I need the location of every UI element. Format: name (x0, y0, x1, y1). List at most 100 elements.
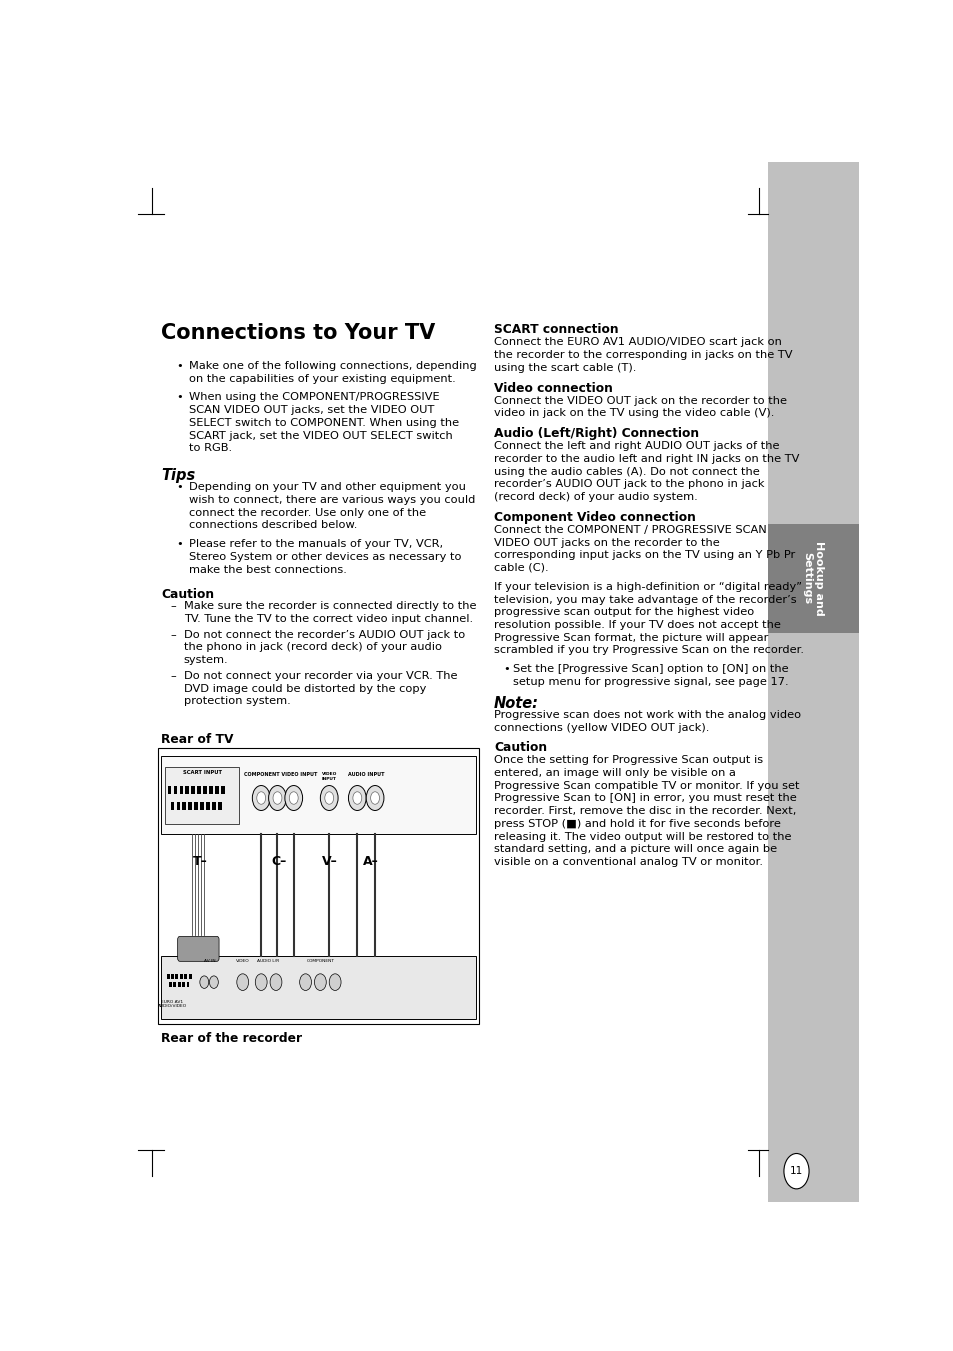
Text: Audio (Left/Right) Connection: Audio (Left/Right) Connection (494, 427, 699, 440)
Text: Connect the left and right AUDIO OUT jacks of the: Connect the left and right AUDIO OUT jac… (494, 442, 779, 451)
Bar (171, 802, 174, 811)
Text: scrambled if you try Progressive Scan on the recorder.: scrambled if you try Progressive Scan on… (494, 646, 803, 655)
Circle shape (256, 792, 265, 804)
Text: Stereo System or other devices as necessary to: Stereo System or other devices as necess… (190, 553, 461, 562)
Bar (194, 802, 198, 811)
Bar (214, 785, 218, 794)
Text: COMPONENT VIDEO INPUT: COMPONENT VIDEO INPUT (244, 771, 317, 777)
Bar (176, 802, 180, 811)
Bar (165, 767, 239, 824)
Text: Tips: Tips (161, 469, 195, 484)
Bar (197, 785, 201, 794)
Bar (189, 974, 192, 979)
Bar (203, 785, 207, 794)
Text: When using the COMPONENT/PROGRESSIVE: When using the COMPONENT/PROGRESSIVE (190, 392, 439, 403)
Circle shape (783, 1154, 808, 1189)
Text: Caution: Caution (161, 588, 214, 601)
Bar (187, 982, 190, 988)
Text: Please refer to the manuals of your TV, VCR,: Please refer to the manuals of your TV, … (190, 539, 443, 550)
Text: Note:: Note: (494, 696, 538, 711)
Text: entered, an image will only be visible on a: entered, an image will only be visible o… (494, 769, 735, 778)
Circle shape (324, 792, 334, 804)
Text: visible on a conventional analog TV or monitor.: visible on a conventional analog TV or m… (494, 857, 762, 867)
Text: –: – (170, 630, 176, 639)
Text: VIDEO
INPUT: VIDEO INPUT (321, 771, 336, 781)
Text: the phono in jack (record deck) of your audio: the phono in jack (record deck) of your … (183, 642, 441, 653)
Text: T–: T– (193, 855, 207, 869)
Bar (182, 802, 186, 811)
Circle shape (273, 792, 282, 804)
Bar (179, 785, 183, 794)
Bar (206, 802, 210, 811)
Text: Connect the VIDEO OUT jack on the recorder to the: Connect the VIDEO OUT jack on the record… (494, 396, 786, 405)
Circle shape (348, 785, 366, 811)
Bar (209, 785, 213, 794)
Text: recorder. First, remove the disc in the recorder. Next,: recorder. First, remove the disc in the … (494, 807, 796, 816)
Text: SCAN VIDEO OUT jacks, set the VIDEO OUT: SCAN VIDEO OUT jacks, set the VIDEO OUT (190, 405, 435, 415)
Circle shape (285, 785, 302, 811)
Text: Connect the COMPONENT / PROGRESSIVE SCAN: Connect the COMPONENT / PROGRESSIVE SCAN (494, 524, 766, 535)
Text: AUDIO INPUT: AUDIO INPUT (348, 771, 384, 777)
Text: •: • (176, 482, 183, 492)
Bar (177, 982, 180, 988)
Text: SCART INPUT: SCART INPUT (182, 770, 221, 775)
Text: wish to connect, there are various ways you could: wish to connect, there are various ways … (190, 494, 476, 505)
Bar (173, 982, 176, 988)
Text: Progressive scan does not work with the analog video: Progressive scan does not work with the … (494, 709, 801, 720)
Circle shape (210, 975, 218, 989)
Bar (767, 162, 858, 1202)
Text: Rear of TV: Rear of TV (161, 732, 233, 746)
Circle shape (255, 974, 267, 990)
FancyBboxPatch shape (177, 936, 219, 962)
Text: make the best connections.: make the best connections. (190, 565, 347, 574)
Text: Progressive Scan to [ON] in error, you must reset the: Progressive Scan to [ON] in error, you m… (494, 793, 796, 804)
Text: AV IN: AV IN (203, 959, 215, 963)
Bar (200, 802, 204, 811)
Text: Hookup and
Settings: Hookup and Settings (801, 540, 823, 616)
Text: Make one of the following connections, depending: Make one of the following connections, d… (190, 361, 476, 370)
Text: using the scart cable (T).: using the scart cable (T). (494, 362, 636, 373)
Text: the recorder to the corresponding in jacks on the TV: the recorder to the corresponding in jac… (494, 350, 792, 359)
Text: connections (yellow VIDEO OUT jack).: connections (yellow VIDEO OUT jack). (494, 723, 709, 732)
Text: VIDEO OUT jacks on the recorder to the: VIDEO OUT jacks on the recorder to the (494, 538, 720, 547)
Text: DVD image could be distorted by the copy: DVD image could be distorted by the copy (183, 684, 425, 693)
Text: protection system.: protection system. (183, 696, 290, 707)
Circle shape (320, 785, 337, 811)
Circle shape (370, 792, 379, 804)
Text: video in jack on the TV using the video cable (V).: video in jack on the TV using the video … (494, 408, 774, 419)
Bar (161, 757, 476, 835)
Circle shape (252, 785, 270, 811)
Bar (169, 982, 172, 988)
Text: COMPONENT: COMPONENT (306, 959, 334, 963)
Text: A–: A– (362, 855, 377, 869)
Bar (767, 524, 858, 632)
Circle shape (353, 792, 361, 804)
Bar (182, 982, 185, 988)
Text: Set the [Progressive Scan] option to [ON] on the: Set the [Progressive Scan] option to [ON… (512, 665, 787, 674)
Text: recorder to the audio left and right IN jacks on the TV: recorder to the audio left and right IN … (494, 454, 799, 463)
Bar (161, 957, 476, 1019)
Text: TV. Tune the TV to the correct video input channel.: TV. Tune the TV to the correct video inp… (183, 613, 472, 624)
Text: SCART jack, set the VIDEO OUT SELECT switch: SCART jack, set the VIDEO OUT SELECT swi… (190, 431, 453, 440)
Text: •: • (502, 665, 509, 674)
Circle shape (329, 974, 341, 990)
Text: •: • (176, 539, 183, 550)
Text: Progressive Scan format, the picture will appear: Progressive Scan format, the picture wil… (494, 632, 768, 643)
Text: releasing it. The video output will be restored to the: releasing it. The video output will be r… (494, 832, 791, 842)
Text: –: – (170, 671, 176, 681)
Bar (221, 785, 224, 794)
Text: cable (C).: cable (C). (494, 563, 548, 573)
Text: Connections to Your TV: Connections to Your TV (161, 323, 436, 343)
Text: television, you may take advantage of the recorder’s: television, you may take advantage of th… (494, 594, 796, 604)
Text: system.: system. (183, 655, 228, 665)
Text: •: • (176, 361, 183, 370)
Bar (212, 802, 215, 811)
Bar (192, 785, 194, 794)
Text: V–: V– (321, 855, 337, 869)
Text: Component Video connection: Component Video connection (494, 511, 696, 524)
Text: AUDIO L/R: AUDIO L/R (257, 959, 279, 963)
Text: connections described below.: connections described below. (190, 520, 357, 531)
Text: Make sure the recorder is connected directly to the: Make sure the recorder is connected dire… (183, 601, 476, 611)
Text: (record deck) of your audio system.: (record deck) of your audio system. (494, 492, 697, 503)
Text: standard setting, and a picture will once again be: standard setting, and a picture will onc… (494, 844, 777, 854)
